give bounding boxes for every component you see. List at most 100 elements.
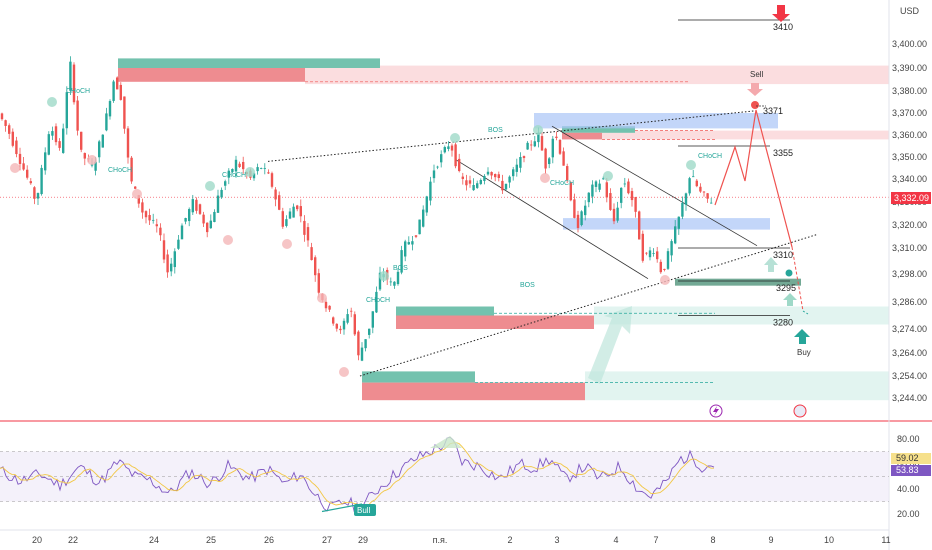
pivot-marker-7 <box>282 239 292 249</box>
candle-body-161 <box>580 211 583 226</box>
projection-down-leg <box>714 109 793 248</box>
structure-label-6: CHoCH <box>698 153 722 160</box>
us-flag-icon <box>793 404 807 418</box>
x-tick-4: 26 <box>264 535 274 545</box>
candle-body-157 <box>566 166 569 181</box>
candle-body-150 <box>540 136 544 151</box>
candle-body-37 <box>134 186 137 189</box>
candle-body-166 <box>598 183 601 190</box>
y-tick-8: 3,320.00 <box>892 220 927 230</box>
candle-body-171 <box>616 207 619 221</box>
candle-body-23 <box>83 153 86 159</box>
candle-body-31 <box>112 81 115 101</box>
candle-body-4 <box>15 140 18 155</box>
candle-body-178 <box>641 233 644 261</box>
candle-body-151 <box>544 148 547 169</box>
candle-body-165 <box>594 181 598 187</box>
candle-body-60 <box>216 195 220 213</box>
candle-body-120 <box>432 170 436 179</box>
candle-body-172 <box>620 187 623 203</box>
candle-body-5 <box>18 153 22 164</box>
pivot-marker-5 <box>223 235 233 245</box>
candle-body-55 <box>198 204 202 214</box>
candle-body-33 <box>119 84 122 100</box>
up-arrow-icon-1 <box>764 257 778 272</box>
trend-lines-layer <box>267 19 819 377</box>
candle-body-47 <box>170 263 173 272</box>
candle-body-133 <box>479 180 482 184</box>
candle-body-48 <box>173 251 176 268</box>
candle-body-125 <box>450 145 454 151</box>
candle-body-79 <box>285 219 288 226</box>
supply-bar-mid-left <box>396 315 594 329</box>
structure-label-1: CHoCH <box>108 167 132 174</box>
candle-body-113 <box>407 242 410 245</box>
x-tick-12: 8 <box>710 535 715 545</box>
candle-body-115 <box>414 235 418 237</box>
structure-label-0: CHoCH <box>66 88 90 95</box>
y-tick-12: 3,274.00 <box>892 324 927 334</box>
candle-body-169 <box>609 193 612 210</box>
level-label-3310: 3310 <box>773 250 793 260</box>
y-tick-0: 3,400.00 <box>892 39 927 49</box>
currency-label: USD <box>900 6 920 16</box>
candle-body-14 <box>51 131 54 136</box>
x-tick-1: 22 <box>68 535 78 545</box>
candle-body-149 <box>537 132 540 143</box>
candle-body-176 <box>634 197 637 212</box>
candle-body-36 <box>130 157 133 182</box>
structure-label-4: BOS <box>488 127 503 134</box>
level-label-3371: 3371 <box>763 106 783 116</box>
candle-body-123 <box>443 147 446 153</box>
candle-body-187 <box>674 226 677 244</box>
pivot-marker-1 <box>47 97 57 107</box>
candle-body-21 <box>76 100 79 131</box>
pivot-marker-14 <box>603 171 613 181</box>
y-tick-6: 3,340.00 <box>892 174 927 184</box>
candle-body-82 <box>296 205 299 210</box>
candle-body-39 <box>141 202 144 213</box>
candle-body-118 <box>425 196 428 213</box>
candle-body-51 <box>184 218 187 222</box>
candle-body-158 <box>569 182 572 201</box>
supply-zone-mid <box>562 130 889 140</box>
candle-body-84 <box>303 220 306 235</box>
candle-body-81 <box>292 206 295 218</box>
demand-bar-mid-left <box>396 306 494 316</box>
support-point <box>785 269 793 277</box>
candle-body-159 <box>573 199 576 218</box>
candle-body-175 <box>630 191 634 201</box>
candle-body-1 <box>4 120 7 126</box>
candle-body-59 <box>213 211 216 223</box>
candle-body-164 <box>591 184 594 197</box>
rsi-tick-0: 80.00 <box>897 434 920 444</box>
candle-body-135 <box>486 171 490 175</box>
x-tick-0: 20 <box>32 535 42 545</box>
candle-body-42 <box>152 219 155 221</box>
buy-label: Buy <box>797 348 811 357</box>
candle-body-154 <box>555 136 558 138</box>
candle-body-49 <box>177 239 180 249</box>
candle-body-132 <box>476 183 479 188</box>
candle-body-194 <box>699 186 702 192</box>
candle-body-6 <box>22 163 25 170</box>
y-tick-9: 3,310.00 <box>892 243 927 253</box>
candle-body-80 <box>288 211 292 219</box>
candle-body-3 <box>11 131 14 146</box>
sell-label: Sell <box>750 70 764 79</box>
candle-body-2 <box>8 125 11 134</box>
x-tick-5: 27 <box>322 535 332 545</box>
rsi-tick-2: 40.00 <box>897 484 920 494</box>
rsi-badge-ma: 59.02 <box>891 453 931 464</box>
candle-body-163 <box>587 192 590 203</box>
projection-arrow-shape <box>588 306 632 384</box>
candle-body-160 <box>576 214 580 228</box>
down-arrow-icon <box>772 5 790 22</box>
candle-body-117 <box>422 209 425 227</box>
rsi-panel <box>0 436 889 516</box>
candle-body-43 <box>155 224 158 227</box>
candle-body-19 <box>69 61 72 91</box>
y-tick-3: 3,370.00 <box>892 108 927 118</box>
price-badge: 3,332.09 <box>891 192 931 204</box>
